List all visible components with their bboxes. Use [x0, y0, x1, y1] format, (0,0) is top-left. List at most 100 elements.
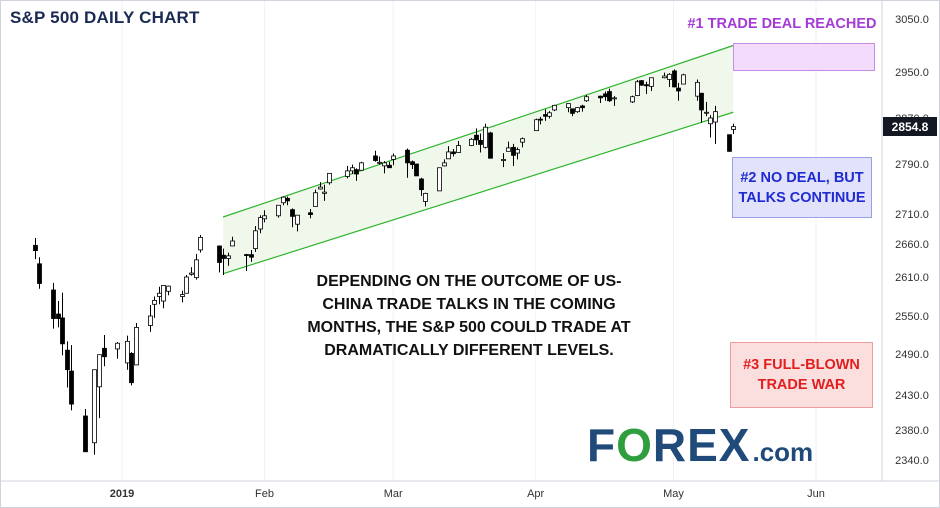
- candle: [373, 150, 378, 162]
- price-tick-label: 2710.0: [895, 209, 929, 221]
- candle: [410, 160, 415, 169]
- candle-body-up: [515, 149, 520, 154]
- candle-body-down: [387, 164, 392, 169]
- candle-body-down: [51, 289, 56, 319]
- candle-body-up: [189, 272, 194, 275]
- candle-body-up: [148, 315, 153, 326]
- candle: [695, 79, 700, 101]
- candle: [60, 292, 65, 356]
- candle: [56, 301, 61, 328]
- candle-body-up: [184, 276, 189, 294]
- scenario-1-label: #1 TRADE DEAL REACHED: [687, 16, 877, 32]
- candle: [534, 118, 539, 132]
- candle-body-down: [727, 134, 732, 152]
- candle: [547, 111, 552, 119]
- price-tick-label: 2490.0: [895, 349, 929, 361]
- candle-body-up: [134, 326, 139, 366]
- candle-body-up: [230, 240, 235, 247]
- candle-body-down: [244, 254, 249, 256]
- candle: [662, 72, 667, 79]
- candle-body-down: [83, 415, 88, 453]
- candle-body-up: [649, 77, 654, 87]
- candle-body-up: [520, 138, 525, 143]
- candle-body-up: [115, 342, 120, 350]
- candle-body-down: [570, 108, 575, 114]
- logo-domain: .com: [752, 437, 814, 467]
- candle: [584, 95, 589, 102]
- candle-body-up: [501, 158, 506, 161]
- candle-body-up: [630, 96, 635, 103]
- time-tick-label: Feb: [255, 488, 274, 500]
- candle: [699, 92, 704, 123]
- candle: [65, 341, 70, 388]
- candle-body-down: [543, 114, 548, 117]
- candle: [598, 95, 603, 104]
- candle-body-up: [506, 147, 511, 152]
- candle-body-up: [313, 192, 318, 207]
- candle: [166, 285, 171, 296]
- candle: [538, 116, 543, 125]
- candle-body-up: [437, 167, 442, 192]
- price-tick-label: 2660.0: [895, 239, 929, 251]
- candle: [33, 238, 38, 260]
- candle: [97, 354, 102, 419]
- candle-body-up: [483, 126, 488, 148]
- candle: [387, 161, 392, 169]
- candle: [649, 77, 654, 91]
- candle: [676, 82, 681, 101]
- candle-body-up: [194, 259, 199, 279]
- candle: [478, 133, 483, 153]
- candle: [566, 103, 571, 113]
- candle: [180, 290, 185, 303]
- candle: [308, 209, 313, 219]
- candle: [102, 335, 107, 367]
- candle-body-up: [253, 230, 258, 250]
- candle-body-up: [681, 74, 686, 85]
- candle: [437, 167, 442, 192]
- candle-body-down: [414, 163, 419, 177]
- candle-body-down: [65, 349, 70, 371]
- price-tick-label: 2430.0: [895, 390, 929, 402]
- logo-o-mark: O: [616, 419, 653, 471]
- candle-body-down: [249, 254, 254, 258]
- candle-body-up: [704, 111, 709, 114]
- candle-body-down: [603, 93, 608, 98]
- candle-body-up: [295, 214, 300, 225]
- candle-body-up: [327, 172, 332, 184]
- candle-body-down: [538, 118, 543, 121]
- candle-body-down: [221, 254, 226, 259]
- candle-body-up: [345, 170, 350, 177]
- time-tick-label: Apr: [527, 488, 544, 500]
- candle-body-up: [566, 103, 571, 109]
- chart-annotation: DEPENDING ON THE OUTCOME OF US- CHINA TR…: [284, 270, 654, 362]
- candle-body-down: [56, 313, 61, 319]
- candle: [92, 369, 97, 455]
- candle-body-up: [276, 204, 281, 217]
- time-tick-label: 2019: [110, 488, 134, 500]
- candle-body-up: [262, 215, 267, 220]
- candle: [442, 159, 447, 167]
- candle-body-up: [226, 255, 231, 259]
- candle-body-up: [377, 161, 382, 164]
- candle: [672, 69, 677, 88]
- candle: [708, 115, 713, 138]
- candle: [575, 107, 580, 113]
- candle-body-down: [474, 134, 479, 141]
- candle: [456, 141, 461, 153]
- candle: [69, 345, 74, 411]
- candle: [635, 80, 640, 97]
- scenario-2-line-1: #2 NO DEAL, BUT: [740, 169, 864, 186]
- candle-body-up: [350, 167, 355, 172]
- candle-body-down: [129, 352, 134, 384]
- candle: [83, 409, 88, 453]
- candle-body-down: [699, 92, 704, 111]
- candle-body-down: [419, 178, 424, 191]
- candle-body-down: [478, 140, 483, 145]
- candle-body-up: [713, 111, 718, 123]
- candle: [446, 146, 451, 160]
- candle-body-up: [446, 151, 451, 160]
- time-tick-label: Mar: [384, 488, 403, 500]
- candle: [249, 249, 254, 262]
- candle-body-down: [488, 132, 493, 159]
- candle-body-down: [308, 212, 313, 215]
